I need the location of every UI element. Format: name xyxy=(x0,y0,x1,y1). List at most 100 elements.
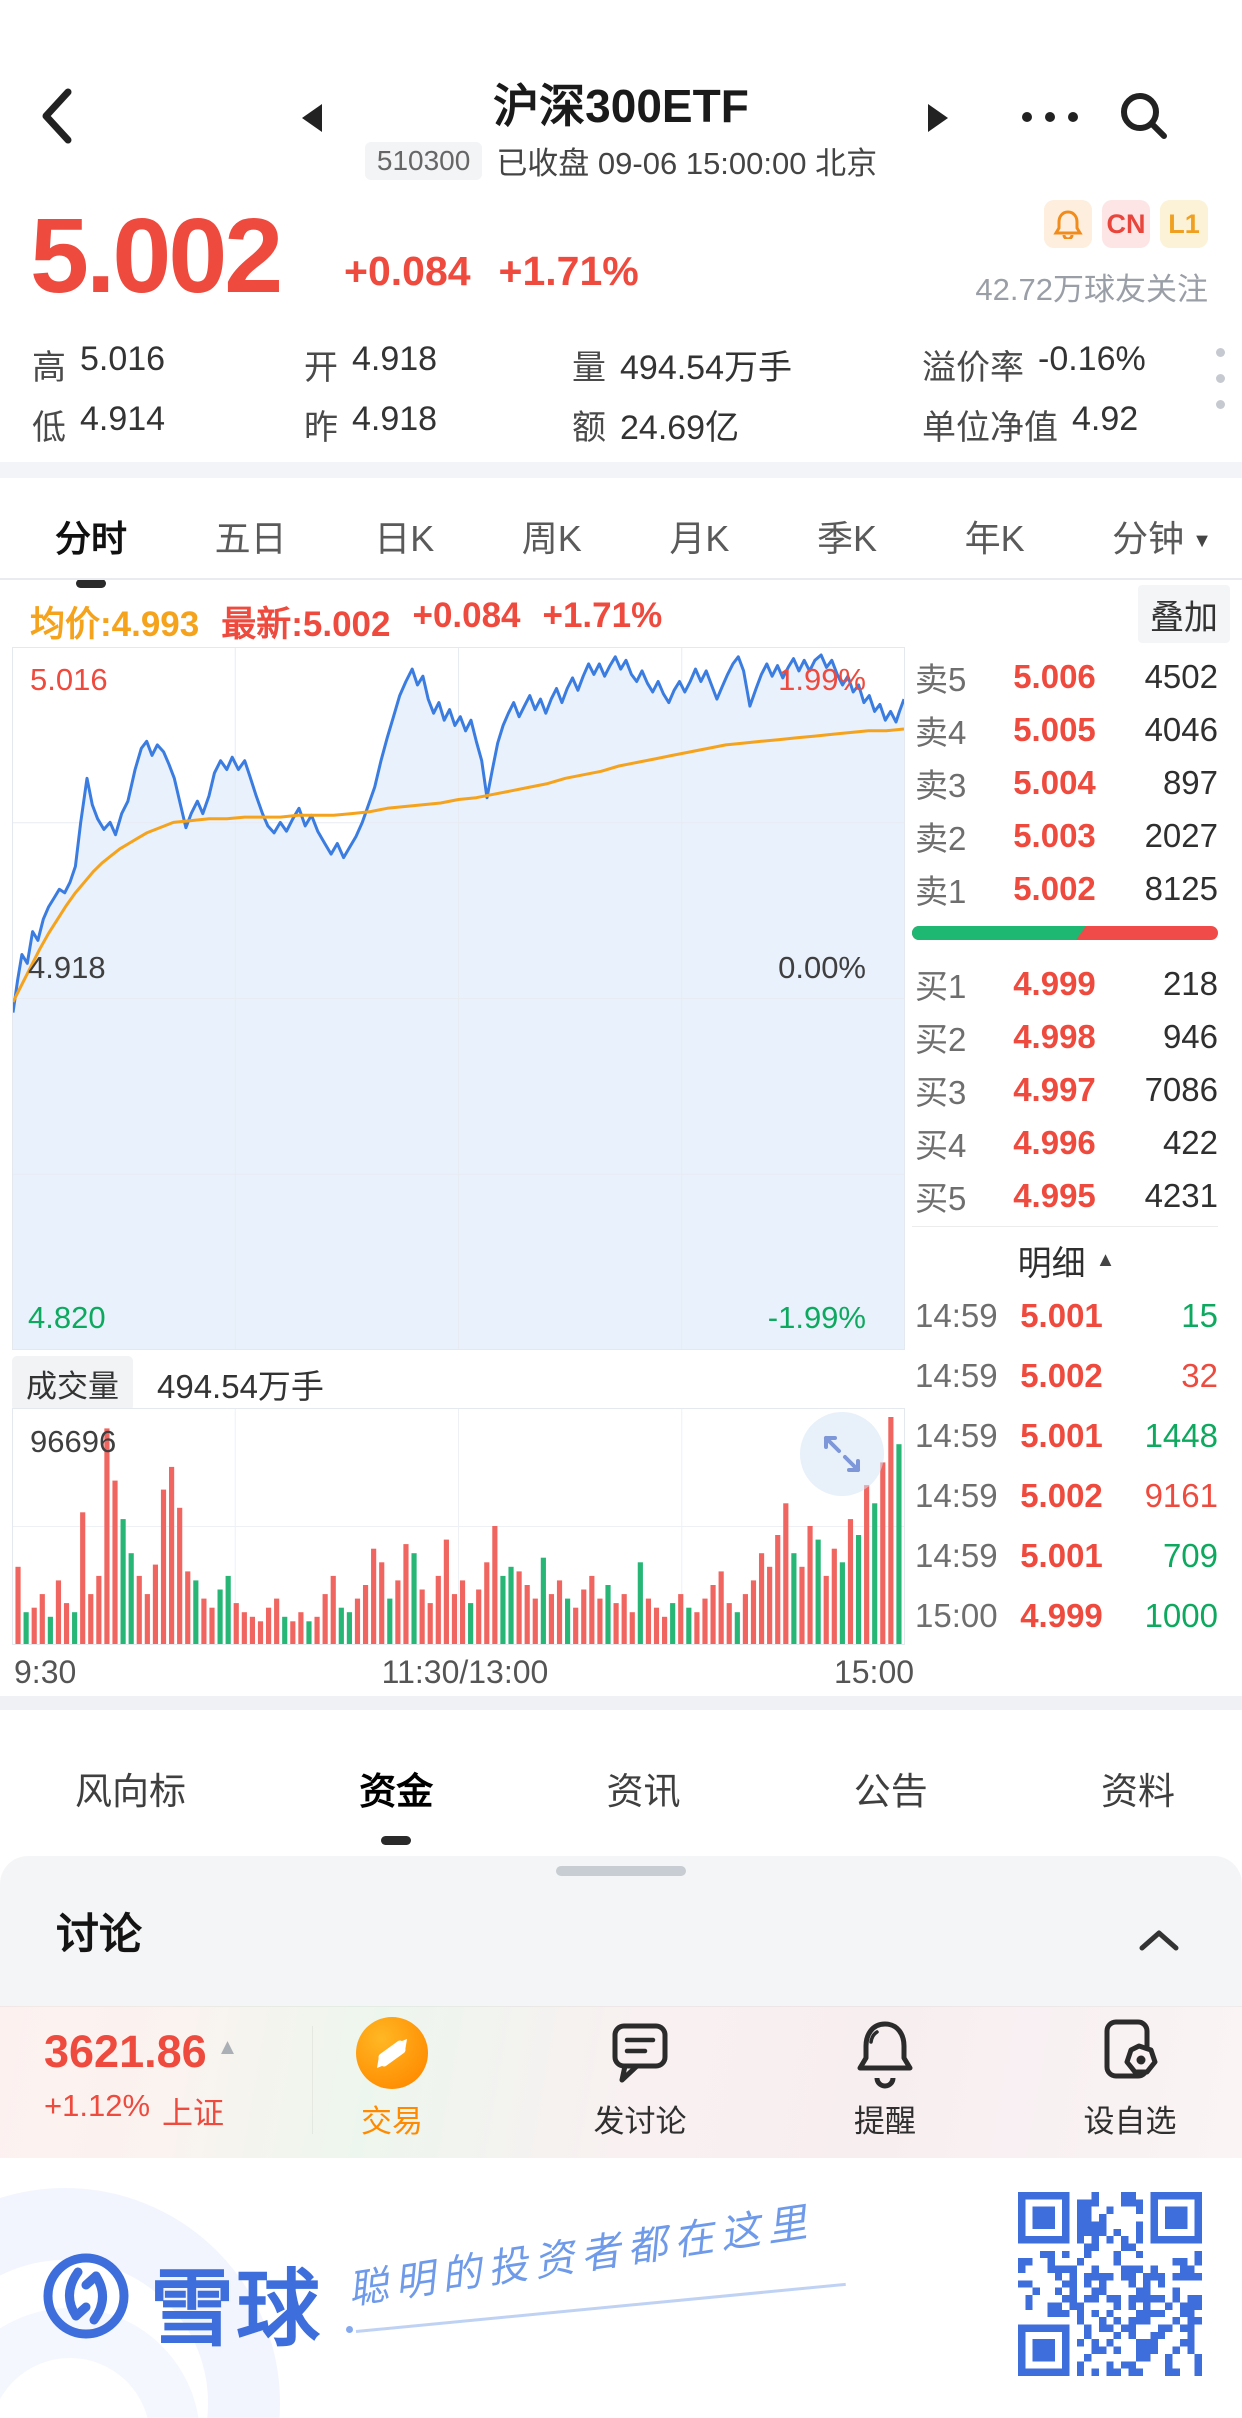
reminder-button[interactable]: 提醒 xyxy=(805,2016,965,2141)
trade-button[interactable]: 交易 xyxy=(312,2016,472,2141)
price-chart-svg xyxy=(11,647,906,1350)
tab-announcements[interactable]: 公告 xyxy=(853,1771,928,1812)
y-axis-high-price: 5.016 xyxy=(30,662,108,697)
change-percent: +1.71% xyxy=(498,248,639,294)
stat-open: 开 4.918 xyxy=(304,340,438,387)
dropdown-triangle-icon: ▼ xyxy=(1192,530,1212,552)
index-quote[interactable]: 3621.86 ▲ xyxy=(44,2026,239,2077)
tab-sentiment[interactable]: 风向标 xyxy=(75,1771,186,1812)
post-comment-button[interactable]: 发讨论 xyxy=(560,2016,720,2141)
chevron-up-icon xyxy=(1139,1930,1179,1951)
bid-row-3[interactable]: 买3 4.997 7086 xyxy=(915,1070,1218,1111)
index-change-row: +1.12% 上证 xyxy=(44,2088,224,2133)
y-axis-high-pct: 1.99% xyxy=(778,662,866,697)
y-axis-mid-price: 4.918 xyxy=(28,950,106,985)
index-name: 上证 xyxy=(162,2096,225,2131)
tab-profile[interactable]: 资料 xyxy=(1101,1771,1175,1812)
index-up-triangle-icon: ▲ xyxy=(216,2034,239,2059)
ask-row-3[interactable]: 卖3 5.004 897 xyxy=(915,763,1218,804)
next-stock-icon[interactable] xyxy=(928,104,948,132)
search-icon xyxy=(1121,93,1167,139)
stat-volume: 量 494.54万手 xyxy=(572,349,792,387)
trade-detail-row: 14:59 5.002 32 xyxy=(915,1357,1218,1394)
bid-row-4[interactable]: 买4 4.996 422 xyxy=(915,1123,1218,1164)
section-separator xyxy=(0,462,1242,478)
tab-monthly-k[interactable]: 月K xyxy=(669,518,730,559)
stat-premium: 溢价率 -0.16% xyxy=(922,340,1146,387)
x-axis-open-label: 9:30 xyxy=(14,1654,77,1690)
tab-daily-k[interactable]: 日K xyxy=(374,518,435,559)
active-tab-indicator xyxy=(76,579,106,588)
divider xyxy=(312,2026,313,2134)
expand-arrows-icon xyxy=(824,1436,860,1472)
slogan-dot xyxy=(346,2326,353,2333)
tab-intraday[interactable]: 分时 xyxy=(55,510,127,588)
bid-row-1[interactable]: 买1 4.999 218 xyxy=(915,964,1218,1005)
ask-row-1[interactable]: 卖1 5.002 8125 xyxy=(915,869,1218,910)
change-amount: +0.084 xyxy=(344,248,471,294)
ask-row-5[interactable]: 卖5 5.006 4502 xyxy=(915,657,1218,698)
stat-turnover: 额 24.69亿 xyxy=(572,409,740,447)
trade-detail-row: 15:00 4.999 1000 xyxy=(915,1597,1218,1634)
buy-ratio-segment xyxy=(912,926,1086,940)
trade-detail-row: 14:59 5.001 15 xyxy=(915,1297,1218,1334)
trade-detail-toggle[interactable]: 明细 ▲ xyxy=(1017,1245,1116,1283)
y-axis-low-price: 4.820 xyxy=(28,1300,106,1335)
market-cn-badge: CN xyxy=(1102,200,1150,248)
volume-label: 成交量 xyxy=(12,1356,133,1411)
ask-row-2[interactable]: 卖2 5.003 2027 xyxy=(915,816,1218,857)
stat-high: 高 5.016 xyxy=(32,340,166,387)
price-change: +0.084 +1.71% xyxy=(344,248,639,295)
stock-code-badge: 510300 xyxy=(364,141,483,180)
search-button[interactable] xyxy=(1116,88,1172,149)
stats-kebab-button[interactable] xyxy=(1216,348,1225,409)
index-change: +1.12% xyxy=(44,2088,151,2123)
prev-stock-icon[interactable] xyxy=(302,104,322,132)
tab-quarterly-k[interactable]: 季K xyxy=(816,518,877,559)
collapse-button[interactable] xyxy=(1138,1928,1180,1957)
y-axis-mid-pct: 0.00% xyxy=(778,950,866,985)
reminder-bell-icon xyxy=(857,2021,913,2089)
volume-chart[interactable] xyxy=(12,1408,905,1650)
legend-pct: +1.71% xyxy=(542,596,663,635)
divider xyxy=(0,578,1242,580)
quote-badges: CN L1 xyxy=(1044,200,1208,248)
intraday-chart[interactable] xyxy=(11,647,906,1355)
tab-minute-dropdown[interactable]: 分钟 ▼ xyxy=(1112,518,1212,559)
buy-sell-ratio-bar xyxy=(912,926,1218,940)
active-tab-indicator xyxy=(381,1836,412,1845)
tab-funds[interactable]: 资金 xyxy=(359,1761,433,1845)
stock-subheader: 510300 已收盘 09-06 15:00:00 北京 xyxy=(0,138,1242,183)
drag-handle[interactable] xyxy=(556,1866,686,1876)
trade-detail-row: 14:59 5.001 1448 xyxy=(915,1417,1218,1454)
volume-value: 494.54万手 xyxy=(157,1367,324,1405)
tab-news[interactable]: 资讯 xyxy=(606,1771,681,1812)
divider xyxy=(912,1226,1218,1227)
overlay-button[interactable]: 叠加 xyxy=(1138,585,1230,643)
expand-chart-button[interactable] xyxy=(800,1412,884,1496)
tab-yearly-k[interactable]: 年K xyxy=(964,518,1025,559)
avg-price-label: 均价:4.993 xyxy=(30,605,200,644)
brand-slogan: 聪明的投资者都在这里 xyxy=(345,2200,817,2314)
stat-low: 低 4.914 xyxy=(32,400,166,447)
last-price-label: 最新:5.002 xyxy=(221,605,391,644)
add-watchlist-button[interactable]: 设自选 xyxy=(1050,2016,1210,2141)
comment-bubble-icon xyxy=(612,2023,668,2083)
more-menu-button[interactable] xyxy=(1022,112,1078,122)
bid-row-5[interactable]: 买5 4.995 4231 xyxy=(915,1176,1218,1217)
stat-prev-close: 昨 4.918 xyxy=(304,400,438,447)
ask-row-4[interactable]: 卖4 5.005 4046 xyxy=(915,710,1218,751)
bid-row-2[interactable]: 买2 4.998 946 xyxy=(915,1017,1218,1058)
volume-chart-svg xyxy=(12,1408,905,1645)
alert-bell-button[interactable] xyxy=(1044,200,1092,248)
discussion-panel[interactable] xyxy=(0,1856,1242,2006)
tab-weekly-k[interactable]: 周K xyxy=(521,518,582,559)
volume-header: 成交量 494.54万手 xyxy=(12,1356,324,1411)
back-chevron-icon xyxy=(42,88,72,144)
qr-code xyxy=(1018,2192,1202,2381)
tab-5day[interactable]: 五日 xyxy=(214,518,287,559)
y-axis-low-pct: -1.99% xyxy=(767,1300,866,1335)
trade-detail-row: 14:59 5.002 9161 xyxy=(915,1477,1218,1514)
back-button[interactable] xyxy=(38,86,74,151)
